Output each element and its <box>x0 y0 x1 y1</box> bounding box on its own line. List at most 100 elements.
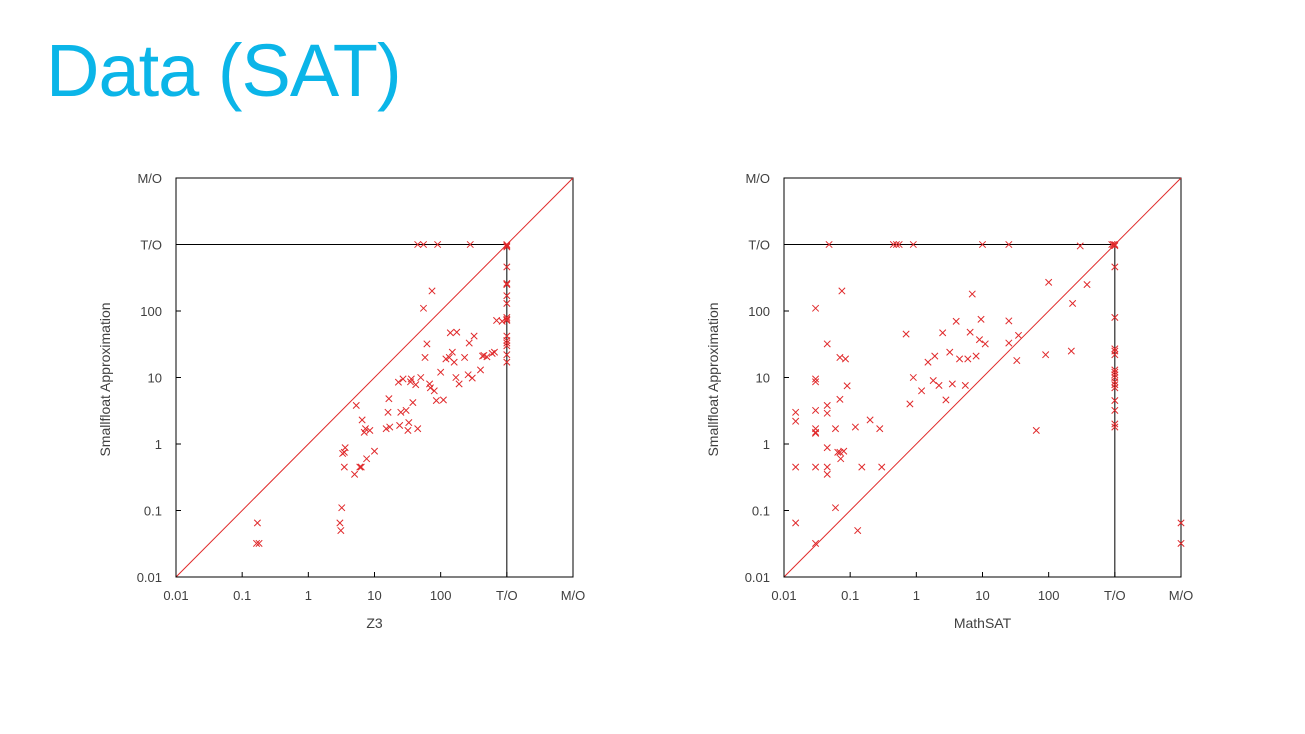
data-point <box>461 353 469 362</box>
data-point <box>834 448 842 456</box>
x-axis-label: Z3 <box>366 615 383 631</box>
data-point <box>972 352 980 360</box>
data-point <box>417 373 425 382</box>
data-point <box>948 380 956 388</box>
x-tick-label: T/O <box>496 588 518 603</box>
y-tick-label: 0.01 <box>745 570 770 585</box>
data-point <box>397 408 405 416</box>
x-tick-label: 100 <box>430 588 452 603</box>
data-point <box>823 444 831 452</box>
data-point <box>931 352 939 360</box>
data-point <box>975 336 984 344</box>
data-point <box>1005 317 1013 325</box>
data-point <box>503 316 511 325</box>
data-point <box>503 313 511 321</box>
data-point <box>428 287 436 295</box>
data-point <box>1005 240 1013 249</box>
data-point <box>841 355 850 363</box>
data-point <box>503 242 511 250</box>
data-point <box>476 366 485 374</box>
data-point <box>1032 426 1040 434</box>
diagonal-line <box>783 177 1182 578</box>
data-point <box>336 519 344 527</box>
data-point <box>253 519 261 527</box>
data-point <box>439 396 447 404</box>
data-point <box>1111 351 1119 359</box>
y-tick-label: 1 <box>763 437 770 452</box>
x-axis-label: MathSAT <box>954 615 1012 631</box>
x-tick-label: 10 <box>975 588 989 603</box>
data-point <box>503 299 511 307</box>
data-point <box>952 317 960 325</box>
data-point <box>396 421 404 430</box>
data-point <box>966 328 974 336</box>
data-point <box>977 315 985 323</box>
data-point <box>394 378 402 386</box>
data-point <box>866 416 874 424</box>
data-point <box>851 423 859 431</box>
data-point <box>434 240 442 249</box>
y-tick-label: 10 <box>148 371 162 386</box>
data-point <box>503 315 511 323</box>
data-point <box>503 279 511 287</box>
x-tick-label: 1 <box>305 588 312 603</box>
data-point <box>490 348 499 356</box>
y-tick-label: T/O <box>140 238 162 253</box>
data-point <box>483 353 491 361</box>
data-point <box>1111 420 1119 428</box>
data-point <box>1111 423 1119 431</box>
data-point <box>964 355 972 363</box>
data-point <box>1111 240 1119 249</box>
data-point <box>961 381 969 389</box>
data-point <box>902 330 910 338</box>
data-point <box>402 406 410 414</box>
x-tick-label: 1 <box>913 588 920 603</box>
data-point <box>437 368 445 376</box>
data-point <box>942 396 950 404</box>
data-point <box>968 290 976 298</box>
data-point <box>382 425 390 433</box>
data-point <box>812 463 820 471</box>
y-axis-label: Smallfloat Approximation <box>705 302 721 456</box>
x-tick-label: 0.01 <box>771 588 796 603</box>
data-point <box>909 373 917 382</box>
data-point <box>1005 339 1013 347</box>
data-point <box>503 358 511 366</box>
data-point <box>1045 278 1053 286</box>
y-axis-label: Smallfloat Approximation <box>97 302 113 456</box>
data-point <box>455 380 463 388</box>
data-point <box>895 240 903 249</box>
data-point <box>878 463 886 471</box>
data-point <box>470 332 478 340</box>
data-point <box>1076 242 1084 250</box>
data-point <box>421 353 429 362</box>
data-point <box>831 425 840 433</box>
data-point <box>464 371 472 379</box>
data-point <box>836 353 844 362</box>
data-point <box>823 340 831 348</box>
data-point <box>352 401 360 409</box>
data-point <box>366 426 374 434</box>
data-point <box>446 329 454 337</box>
data-point <box>892 240 900 249</box>
data-point <box>338 504 346 512</box>
data-point <box>1111 368 1119 376</box>
data-point <box>385 395 393 403</box>
data-point <box>503 342 511 350</box>
data-point <box>924 358 932 366</box>
data-point <box>812 304 820 312</box>
scatter-chart-z3: 0.010.01 0.1 0.1 1 1 10 10 100 100 T/O T/O M/O M/O Z3… <box>97 171 585 631</box>
data-point <box>1111 378 1119 386</box>
data-point <box>1069 299 1077 307</box>
data-point <box>812 375 820 383</box>
x-tick-label: 10 <box>367 588 381 603</box>
data-point <box>340 463 348 471</box>
slide-title: Data (SAT) <box>46 29 402 112</box>
data-point <box>838 287 846 295</box>
data-point <box>825 240 833 249</box>
data-point <box>503 292 511 300</box>
data-point <box>419 240 428 249</box>
y-tick-label: 0.1 <box>144 504 162 519</box>
data-point <box>906 400 914 408</box>
